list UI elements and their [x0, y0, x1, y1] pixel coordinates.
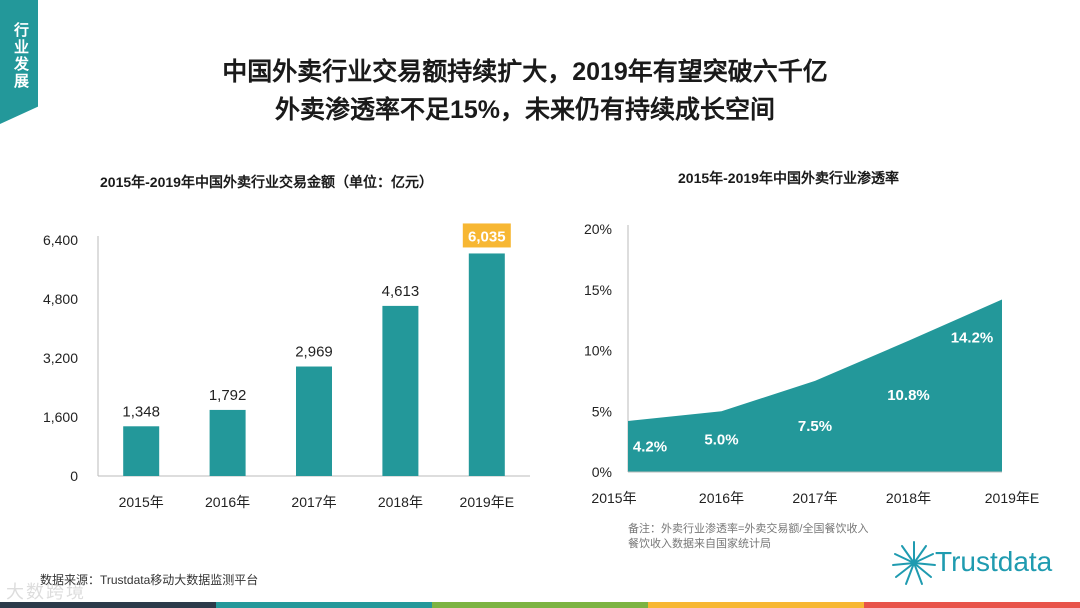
headline-2: 外卖渗透率不足15%，未来仍有持续成长空间 [274, 96, 776, 124]
area-value-label: 5.0% [704, 432, 738, 449]
bar [123, 426, 160, 476]
bar [296, 366, 332, 476]
watermark: 大数跨境 [6, 582, 86, 602]
bar [209, 409, 246, 476]
area-value-label: 14.2% [951, 330, 994, 347]
x-tick-label: 2016年 [205, 494, 250, 510]
y-tick-label: 15% [584, 282, 612, 298]
area-value-label: 7.5% [798, 418, 832, 435]
y-tick-label: 6,400 [43, 232, 78, 248]
side-tag-text: 行业发展 [12, 22, 29, 90]
area-series [628, 299, 1002, 472]
y-tick-label: 5% [592, 403, 612, 419]
y-tick-label: 20% [584, 221, 612, 237]
x-tick-label: 2017年 [792, 490, 837, 506]
bar-value-label: 1,348 [122, 403, 160, 420]
bottom-color-bar [0, 602, 1080, 608]
x-tick-label: 2015年 [591, 490, 636, 506]
x-tick-label: 2018年 [886, 490, 931, 506]
logo-text: Trustdata [935, 546, 1053, 577]
y-tick-label: 0% [592, 464, 612, 480]
x-tick-label: 2018年 [378, 494, 423, 510]
side-tag: 行业发展 [0, 0, 38, 124]
y-tick-label: 10% [584, 343, 612, 359]
area-value-label: 10.8% [887, 387, 930, 404]
bar-chart: 0 1,600 3,200 4,800 6,400 1,348 2015年 1,792 2016… [43, 223, 530, 510]
area-chart-title: 2015年-2019年中国外卖行业渗透率 [678, 170, 899, 186]
x-tick-label: 2019年E [985, 490, 1039, 506]
trustdata-logo: Trustdata [890, 538, 1070, 588]
footnote: 备注：外卖行业渗透率=外卖交易额/全国餐饮收入 餐饮收入数据来自国家统计局 [628, 522, 948, 552]
headline-1: 中国外卖行业交易额持续扩大，2019年有望突破六千亿 [222, 58, 828, 86]
bar-label-highlight [462, 223, 511, 248]
area-chart: 0% 5% 10% 15% 20% 4.2% 2015年 5.0% 2016年 7.5% 2017年… [584, 221, 1039, 506]
x-tick-label: 2017年 [291, 494, 336, 510]
area-value-label: 4.2% [633, 439, 667, 456]
footnote-line-1: 备注：外卖行业渗透率=外卖交易额/全国餐饮收入 [628, 523, 869, 535]
bar-value-label: 2,969 [295, 344, 333, 361]
y-tick-label: 4,800 [43, 291, 78, 307]
x-tick-label: 2016年 [699, 490, 744, 506]
y-tick-label: 1,600 [43, 409, 78, 425]
bar-chart-title: 2015年-2019年中国外卖行业交易金额（单位：亿元） [100, 174, 433, 190]
x-tick-label: 2019年E [460, 494, 514, 510]
footnote-line-2: 餐饮收入数据来自国家统计局 [628, 538, 771, 550]
bar-value-label: 6,035 [468, 228, 506, 245]
starburst-icon [892, 541, 936, 585]
data-source: 数据来源：Trustdata移动大数据监测平台 [40, 573, 259, 587]
bar [382, 305, 419, 476]
y-tick-label: 3,200 [43, 350, 78, 366]
bar [468, 253, 505, 476]
bar-value-label: 4,613 [382, 283, 420, 300]
x-tick-label: 2015年 [119, 494, 164, 510]
y-tick-label: 0 [70, 468, 78, 484]
bar-value-label: 1,792 [209, 387, 247, 404]
